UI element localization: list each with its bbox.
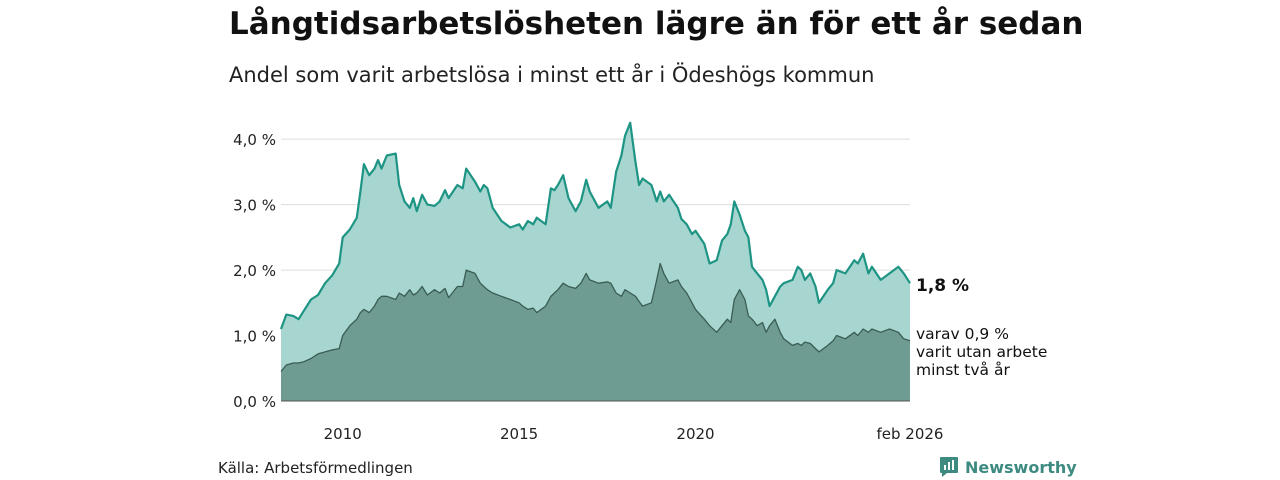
y-tick-label-0: 0,0 % <box>233 393 276 411</box>
area-layer <box>279 121 911 402</box>
y-tick-label-4: 4,0 % <box>233 131 276 149</box>
source-text: Källa: Arbetsförmedlingen <box>218 459 413 477</box>
series-0-end-label: 1,8 % <box>916 276 969 296</box>
y-tick-label-2: 2,0 % <box>233 262 276 280</box>
axis-layer: 0,0 % 1,0 % 2,0 % 3,0 % 4,0 % 2010 2015 2020 feb… <box>233 131 943 443</box>
x-tick-label-1: 2015 <box>500 425 538 443</box>
brand-name: Newsworthy <box>965 457 1077 477</box>
series-1-line <box>280 262 911 372</box>
series-1-end-label-line-1: varit utan arbete <box>916 343 1047 361</box>
x-tick-label-2: 2020 <box>676 425 714 443</box>
series-0-line <box>279 121 911 330</box>
chart-subtitle: Andel som varit arbetslösa i minst ett å… <box>229 63 875 87</box>
brand-logo[interactable]: Newsworthy <box>939 456 1077 478</box>
x-tick-label-3: feb 2026 <box>877 425 944 443</box>
chart-title: Långtidsarbetslösheten lägre än för ett … <box>229 6 1084 42</box>
series-1-area <box>281 263 910 401</box>
y-tick-label-3: 3,0 % <box>233 197 276 215</box>
x-tick-label-0: 2010 <box>324 425 362 443</box>
newsworthy-icon <box>940 457 958 477</box>
series-1-end-label-line-2: minst två år <box>916 361 1010 379</box>
y-tick-label-1: 1,0 % <box>233 328 276 346</box>
series-1-end-label-line-0: varav 0,9 % <box>916 325 1009 343</box>
